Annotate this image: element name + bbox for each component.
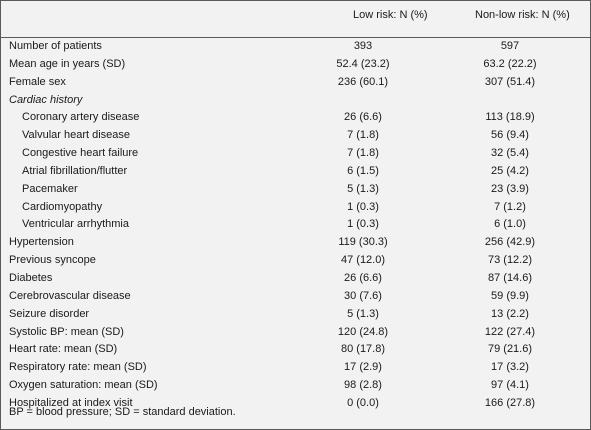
non-low-risk-cell: 23 (3.9): [491, 182, 529, 195]
table-row: Heart rate: mean (SD) 80 (17.8) 79 (21.6): [1, 341, 590, 359]
non-low-risk-cell: 73 (12.2): [487, 254, 533, 267]
section-row: Cardiac history: [1, 92, 590, 110]
table-row: Coronary artery disease 26 (6.6) 113 (18.9…: [1, 109, 590, 127]
table-row: Mean age in years (SD) 52.4 (23.2) 63.2 (2…: [1, 56, 590, 74]
table-row: Cerebrovascular disease 30 (7.6) 59 (9.9): [1, 288, 590, 306]
non-low-risk-cell: 63.2 (22.2): [483, 57, 537, 70]
non-low-risk-cell: 17 (3.2): [491, 361, 529, 374]
row-label: Pacemaker: [22, 182, 78, 195]
table-row: Previous syncope 47 (12.0) 73 (12.2): [1, 252, 590, 270]
row-label: Mean age in years (SD): [9, 57, 126, 70]
row-label: Congestive heart failure: [22, 147, 139, 160]
low-risk-cell: 7 (1.8): [347, 129, 379, 142]
non-low-risk-cell: 122 (27.4): [484, 325, 536, 338]
low-risk-cell: 120 (24.8): [337, 325, 389, 338]
table-row: Oxygen saturation: mean (SD) 98 (2.8) 97 (…: [1, 377, 590, 395]
low-risk-cell: 1 (0.3): [347, 200, 379, 213]
table-header: Low risk: N (%) Non-low risk: N (%): [1, 1, 590, 38]
row-label: Oxygen saturation: mean (SD): [9, 379, 158, 392]
non-low-risk-cell: 32 (5.4): [491, 147, 529, 160]
row-label: Number of patients: [9, 40, 102, 52]
row-label: Cardiomyopathy: [22, 200, 103, 213]
non-low-risk-cell: 56 (9.4): [491, 129, 529, 142]
low-risk-cell: 98 (2.8): [344, 379, 382, 392]
table-row: Number of patients 393 597: [1, 38, 590, 56]
table-row: Diabetes 26 (6.6) 87 (14.6): [1, 270, 590, 288]
section-label: Cardiac history: [9, 93, 83, 106]
non-low-risk-cell: 25 (4.2): [491, 164, 529, 177]
table-footnote: BP = blood pressure; SD = standard devia…: [9, 406, 236, 418]
row-label: Heart rate: mean (SD): [9, 343, 118, 356]
row-label: Diabetes: [9, 271, 53, 284]
low-risk-cell: 1 (0.3): [347, 218, 379, 231]
table-row: Ventricular arrhythmia 1 (0.3) 6 (1.0): [1, 216, 590, 234]
table-row: Hypertension 119 (30.3) 256 (42.9): [1, 234, 590, 252]
non-low-risk-cell: 7 (1.2): [494, 200, 526, 213]
row-label: Respiratory rate: mean (SD): [9, 361, 147, 374]
row-label: Previous syncope: [9, 254, 96, 267]
non-low-risk-cell: 13 (2.2): [491, 307, 529, 320]
table-row: Cardiomyopathy 1 (0.3) 7 (1.2): [1, 199, 590, 217]
row-label: Coronary artery disease: [22, 111, 140, 124]
table-row: Systolic BP: mean (SD) 120 (24.8) 122 (27.…: [1, 324, 590, 342]
low-risk-cell: 119 (30.3): [338, 236, 388, 249]
row-label: Seizure disorder: [9, 307, 90, 320]
row-label: Ventricular arrhythmia: [22, 218, 129, 231]
non-low-risk-cell: 6 (1.0): [494, 218, 526, 231]
low-risk-cell: 80 (17.8): [340, 343, 386, 356]
table-row: Pacemaker 5 (1.3) 23 (3.9): [1, 181, 590, 199]
low-risk-cell: 6 (1.5): [347, 164, 379, 177]
non-low-risk-cell: 59 (9.9): [491, 289, 529, 302]
non-low-risk-cell: 113 (18.9): [485, 111, 535, 124]
table-row: Respiratory rate: mean (SD) 17 (2.9) 17 (3…: [1, 359, 590, 377]
non-low-risk-cell: 97 (4.1): [491, 379, 529, 392]
non-low-risk-cell: 87 (14.6): [487, 271, 533, 284]
column-header-low-risk: Low risk: N (%): [353, 9, 428, 21]
non-low-risk-cell: 79 (21.6): [487, 343, 533, 356]
row-label: Female sex: [9, 75, 66, 88]
row-label: Systolic BP: mean (SD): [9, 325, 124, 338]
low-risk-cell: 5 (1.3): [347, 307, 379, 320]
low-risk-cell: 5 (1.3): [347, 182, 379, 195]
table-row: Congestive heart failure 7 (1.8) 32 (5.4): [1, 145, 590, 163]
low-risk-cell: 26 (6.6): [344, 271, 382, 284]
non-low-risk-cell: 597: [500, 40, 520, 52]
table-row: Valvular heart disease 7 (1.8) 56 (9.4): [1, 127, 590, 145]
table-row: Hospitalized at index visit 0 (0.0) 166 (2…: [1, 395, 590, 413]
table-row: Seizure disorder 5 (1.3) 13 (2.2): [1, 306, 590, 324]
low-risk-cell: 393: [353, 40, 373, 52]
row-label: Hospitalized at index visit: [9, 396, 133, 409]
table-row: Atrial fibrillation/flutter 6 (1.5) 25 (4.…: [1, 163, 590, 181]
table-body: Number of patients 393 597 Mean age in year…: [1, 38, 590, 413]
low-risk-cell: 30 (7.6): [344, 289, 382, 302]
low-risk-cell: 236 (60.1): [337, 75, 389, 88]
row-label: Valvular heart disease: [22, 129, 131, 142]
non-low-risk-cell: 307 (51.4): [484, 75, 536, 88]
non-low-risk-cell: 256 (42.9): [484, 236, 536, 249]
low-risk-cell: 26 (6.6): [344, 111, 382, 124]
row-label: Hypertension: [9, 236, 74, 249]
low-risk-cell: 47 (12.0): [340, 254, 386, 267]
row-label: Atrial fibrillation/flutter: [22, 164, 128, 177]
column-header-non-low-risk: Non-low risk: N (%): [475, 9, 570, 21]
table-row: Female sex 236 (60.1) 307 (51.4): [1, 74, 590, 92]
low-risk-cell: 7 (1.8): [347, 147, 379, 160]
low-risk-cell: 17 (2.9): [344, 361, 382, 374]
low-risk-cell: 52.4 (23.2): [336, 57, 390, 70]
row-label: Cerebrovascular disease: [9, 289, 131, 302]
non-low-risk-cell: 166 (27.8): [484, 396, 536, 409]
low-risk-cell: 0 (0.0): [347, 396, 379, 409]
